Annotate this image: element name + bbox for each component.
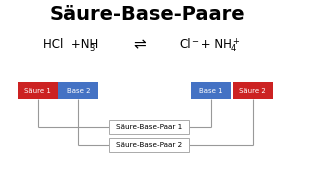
Text: Base 2: Base 2 [67, 88, 90, 94]
Text: Cl: Cl [179, 39, 191, 51]
FancyBboxPatch shape [191, 82, 231, 99]
FancyBboxPatch shape [109, 138, 189, 152]
FancyBboxPatch shape [233, 82, 273, 99]
FancyBboxPatch shape [109, 120, 189, 134]
Text: 4: 4 [230, 44, 236, 53]
Text: Säure 2: Säure 2 [239, 88, 266, 94]
Text: ⇌: ⇌ [133, 37, 146, 53]
Text: Base 1: Base 1 [199, 88, 223, 94]
Text: Säure-Base-Paar 2: Säure-Base-Paar 2 [116, 142, 182, 148]
Text: +: + [233, 37, 239, 46]
Text: HCl  +NH: HCl +NH [43, 39, 99, 51]
FancyBboxPatch shape [58, 82, 99, 99]
Text: Säure-Base-Paare: Säure-Base-Paare [49, 5, 245, 24]
Text: + NH: + NH [197, 39, 232, 51]
Text: 3: 3 [89, 44, 94, 53]
Text: Säure 1: Säure 1 [24, 88, 51, 94]
Text: Säure-Base-Paar 1: Säure-Base-Paar 1 [116, 124, 182, 130]
Text: −: − [191, 37, 198, 46]
FancyBboxPatch shape [18, 82, 58, 99]
